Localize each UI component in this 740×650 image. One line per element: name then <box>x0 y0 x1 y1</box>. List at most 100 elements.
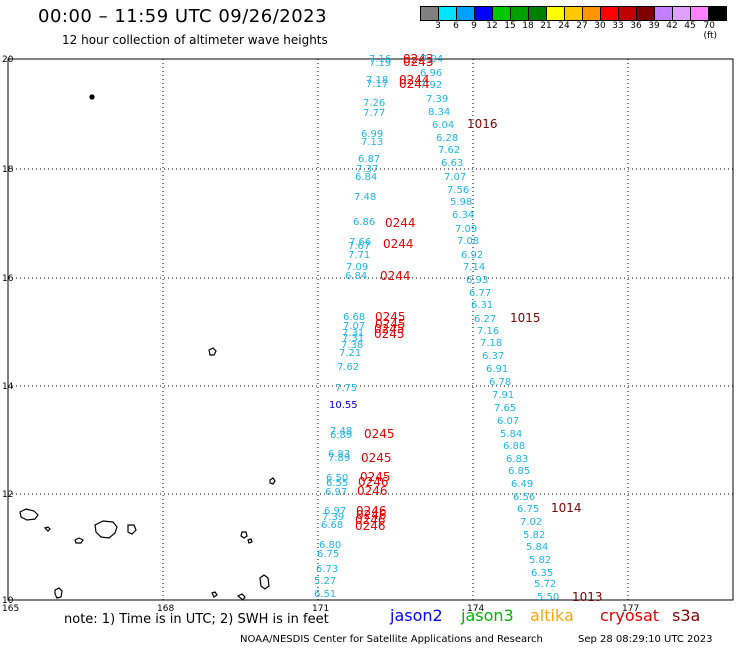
pass-time: 1013 <box>572 590 603 604</box>
swh-value: 7.66 <box>349 237 371 248</box>
colorbar-tick-label: 6 <box>453 21 459 31</box>
swh-value: 7.37 <box>356 164 378 175</box>
swh-value: 6.27 <box>474 314 496 325</box>
track-b-labels: 7.94 6.967.92 7.39 8.34 6.04 6.287.62 6.63 7.07… <box>420 54 603 604</box>
swh-value: 7.08 <box>457 236 479 247</box>
pass-time: 0245 <box>374 327 405 341</box>
pass-time: 1016 <box>467 117 498 131</box>
pass-time: 1015 <box>510 311 541 325</box>
footer-credit: NOAA/NESDIS Center for Satellite Applica… <box>240 634 543 645</box>
swh-value: 6.34 <box>452 210 474 221</box>
pass-time: 0245 <box>364 427 395 441</box>
colorbar-tick-label: 3 <box>435 21 441 31</box>
swh-value: 6.91 <box>486 364 508 375</box>
pass-time: 0246 <box>356 508 387 522</box>
swh-value: 6.50 <box>326 473 348 484</box>
swh-value: 5.84 <box>500 429 522 440</box>
map-title: 00:00 – 11:59 UTC 09/26/2023 <box>38 6 328 27</box>
swh-value: 6.37 <box>482 351 504 362</box>
swh-value: 6.97 <box>325 487 347 498</box>
swh-value: 8.34 <box>428 107 450 118</box>
swh-value: 5.50 <box>537 592 559 603</box>
map-subtitle: 12 hour collection of altimeter wave hei… <box>62 33 328 47</box>
swh-value: 6.68 <box>343 312 365 323</box>
swh-value: 6.83 <box>328 449 350 460</box>
swh-value: 7.02 <box>520 517 542 528</box>
swh-value: 6.88 <box>503 441 525 452</box>
swh-value: 6.86 <box>353 217 375 228</box>
latitude-label: 16 <box>2 274 14 284</box>
swh-value: 7.62 <box>337 362 359 373</box>
swh-value: 7.71 <box>348 250 370 261</box>
pass-time: 0246 <box>355 519 386 533</box>
pass-time: 0246 <box>357 484 388 498</box>
colorbar-tick-label: 45 <box>684 21 696 31</box>
pass-time: 0243 <box>403 52 434 66</box>
colorbar-tick-label: 12 <box>486 21 498 31</box>
latitude-label: 18 <box>2 165 14 175</box>
swh-value: 6.83 <box>506 454 528 465</box>
swh-value: 7.18 <box>480 338 502 349</box>
swh-value: 7.48 <box>330 426 352 437</box>
swh-value: 7.77 <box>363 108 385 119</box>
colorbar-tick-label: 39 <box>648 21 660 31</box>
legend-jason2: jason2 <box>390 606 443 625</box>
longitude-label: 177 <box>622 604 639 614</box>
swh-value: 7.62 <box>438 145 460 156</box>
swh-value: 7.67 <box>348 241 370 252</box>
pass-time: 0245 <box>374 322 405 336</box>
swh-value: 6.80 <box>319 540 341 551</box>
swh-value: 7.19 <box>369 58 391 69</box>
swh-value: 7.65 <box>494 403 516 414</box>
swh-value: 6.92 <box>461 250 483 261</box>
swh-value: 7.91 <box>492 390 514 401</box>
swh-value: 6.07 <box>497 416 519 427</box>
swh-value: 7.48 <box>354 192 376 203</box>
swh-value: 6.51 <box>314 589 336 600</box>
colorbar-tick-label: 42 <box>666 21 678 31</box>
swh-value: 6.87 <box>358 154 380 165</box>
swh-value: 7.13 <box>361 137 383 148</box>
swh-value: 6.35 <box>531 568 553 579</box>
swh-value: 6.31 <box>471 300 493 311</box>
footer-timestamp: Sep 28 08:29:10 UTC 2023 <box>578 634 713 645</box>
longitude-label: 171 <box>312 604 329 614</box>
swh-value: 7.26 <box>363 98 385 109</box>
colorbar-tick-label: 70 (ft) <box>703 21 718 41</box>
swh-value: 6.77 <box>469 288 491 299</box>
grid-lines <box>8 59 733 600</box>
latitude-label: 14 <box>2 382 14 392</box>
pass-time: 0245 <box>375 317 406 331</box>
swh-value: 7.09 <box>346 262 368 273</box>
swh-value: 6.55 <box>326 478 348 489</box>
swh-value: 7.94 <box>421 54 443 65</box>
swh-value: 5.98 <box>450 197 472 208</box>
colorbar-tick-label: 24 <box>558 21 570 31</box>
swh-value: 6.84 <box>355 172 377 183</box>
swh-value: 6.78 <box>489 377 511 388</box>
longitude-labels: 165 168 171 174 177 <box>2 604 639 614</box>
latitude-label: 10 <box>2 596 14 606</box>
swh-value: 6.89 <box>330 430 352 441</box>
swh-value: 6.93 <box>466 275 488 286</box>
swh-value: 6.49 <box>511 479 533 490</box>
swh-value: 7.16 <box>477 326 499 337</box>
swh-value: 6.97 <box>324 506 346 517</box>
longitude-label: 168 <box>157 604 174 614</box>
pass-time: 0244 <box>385 216 416 230</box>
swh-value: 7.56 <box>447 185 469 196</box>
colorbar-swatch <box>708 6 727 21</box>
swh-value: 6.85 <box>508 466 530 477</box>
legend-cryosat: cryosat <box>600 606 660 625</box>
swh-value: 7.09 <box>455 224 477 235</box>
coastline-islands <box>19 94 276 601</box>
pass-time: 0244 <box>399 73 430 87</box>
swh-value: 7.16 <box>369 54 391 65</box>
swh-value: 6.73 <box>316 564 338 575</box>
legend-s3a: s3a <box>672 606 701 625</box>
colorbar-tick-label: 36 <box>630 21 642 31</box>
swh-value: 10.55 <box>329 400 358 411</box>
pass-time: 0244 <box>380 269 411 283</box>
pass-time: 0246 <box>356 504 387 518</box>
